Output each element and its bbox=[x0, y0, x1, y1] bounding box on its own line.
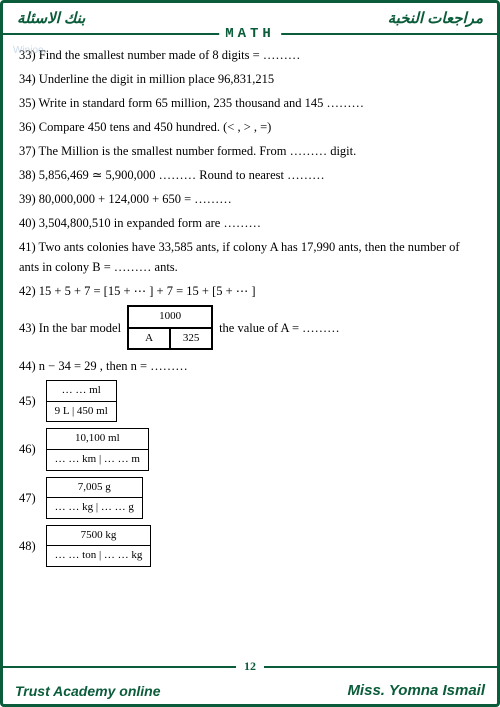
footer-left: Trust Academy online bbox=[15, 683, 160, 699]
content-area: 33) Find the smallest number made of 8 d… bbox=[3, 35, 497, 666]
header-title: MATH bbox=[219, 26, 281, 42]
question-35: 35) Write in standard form 65 million, 2… bbox=[19, 93, 481, 113]
question-42: 42) 15 + 5 + 7 = [15 + ⋯ ] + 7 = 15 + [5… bbox=[19, 281, 481, 301]
header-left-arabic: بنك الاسئلة bbox=[17, 9, 85, 27]
header-right-arabic: مراجعات النخبة bbox=[388, 9, 483, 27]
q46-top: 10,100 ml bbox=[47, 429, 148, 449]
footer-right: Miss. Yomna Ismail bbox=[347, 682, 485, 699]
q43-post-text: the value of A = ……… bbox=[219, 318, 340, 338]
q48-top: 7500 kg bbox=[47, 526, 151, 546]
question-33: 33) Find the smallest number made of 8 d… bbox=[19, 45, 481, 65]
question-47: 47) 7,005 g … … kg | … … g bbox=[19, 477, 481, 519]
watermark: Winjoo bbox=[13, 45, 44, 56]
question-34: 34) Underline the digit in million place… bbox=[19, 69, 481, 89]
q46-bottom: … … km | … … m bbox=[47, 449, 148, 470]
q47-top: 7,005 g bbox=[47, 478, 142, 498]
question-48: 48) 7500 kg … … ton | … … kg bbox=[19, 525, 481, 567]
question-37: 37) The Million is the smallest number f… bbox=[19, 141, 481, 161]
bar-cell-A: A bbox=[128, 328, 170, 350]
question-45: 45) … … ml 9 L | 450 ml bbox=[19, 380, 481, 422]
question-41: 41) Two ants colonies have 33,585 ants, … bbox=[19, 237, 481, 277]
page-frame: بنك الاسئلة MATH مراجعات النخبة Winjoo 3… bbox=[0, 0, 500, 707]
q47-bottom: … … kg | … … g bbox=[47, 497, 142, 518]
bar-model: 1000 A 325 bbox=[127, 305, 213, 350]
q46-number: 46) bbox=[19, 439, 36, 459]
q47-number: 47) bbox=[19, 488, 36, 508]
q45-number: 45) bbox=[19, 391, 36, 411]
q43-pre-text: 43) In the bar model bbox=[19, 318, 121, 338]
header: بنك الاسئلة MATH مراجعات النخبة bbox=[3, 3, 497, 35]
q48-number: 48) bbox=[19, 536, 36, 556]
conversion-box-47: 7,005 g … … kg | … … g bbox=[46, 477, 143, 519]
page-number: 12 bbox=[236, 659, 264, 674]
q45-bottom: 9 L | 450 ml bbox=[47, 401, 116, 422]
footer: 12 Trust Academy online Miss. Yomna Isma… bbox=[3, 666, 497, 704]
q48-bottom: … … ton | … … kg bbox=[47, 545, 151, 566]
question-36: 36) Compare 450 tens and 450 hundred. (<… bbox=[19, 117, 481, 137]
question-43: 43) In the bar model 1000 A 325 the valu… bbox=[19, 305, 481, 350]
question-38: 38) 5,856,469 ≃ 5,900,000 ……… Round to n… bbox=[19, 165, 481, 185]
bar-top-cell: 1000 bbox=[128, 306, 212, 328]
question-46: 46) 10,100 ml … … km | … … m bbox=[19, 428, 481, 470]
question-40: 40) 3,504,800,510 in expanded form are …… bbox=[19, 213, 481, 233]
bar-cell-325: 325 bbox=[170, 328, 212, 350]
q45-top: … … ml bbox=[47, 381, 116, 401]
question-39: 39) 80,000,000 + 124,000 + 650 = ……… bbox=[19, 189, 481, 209]
question-44: 44) n − 34 = 29 , then n = ……… bbox=[19, 356, 481, 376]
conversion-box-46: 10,100 ml … … km | … … m bbox=[46, 428, 149, 470]
conversion-box-45: … … ml 9 L | 450 ml bbox=[46, 380, 117, 422]
conversion-box-48: 7500 kg … … ton | … … kg bbox=[46, 525, 152, 567]
